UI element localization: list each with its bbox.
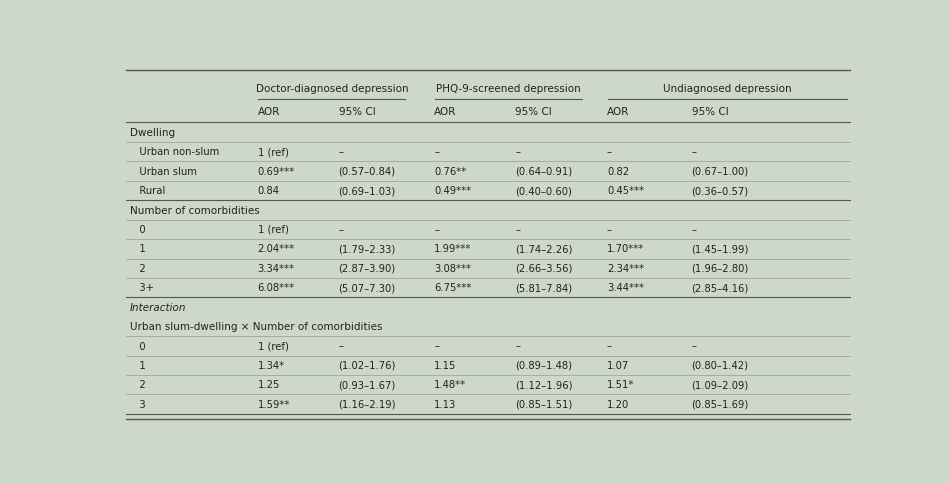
Text: (5.81–7.84): (5.81–7.84)	[515, 283, 572, 293]
Text: –: –	[515, 225, 520, 235]
Text: –: –	[692, 225, 697, 235]
Text: 6.75***: 6.75***	[434, 283, 472, 293]
Text: (2.66–3.56): (2.66–3.56)	[515, 263, 572, 273]
Text: (0.93–1.67): (0.93–1.67)	[339, 379, 396, 390]
Text: (0.69–1.03): (0.69–1.03)	[339, 186, 396, 196]
Text: (2.87–3.90): (2.87–3.90)	[339, 263, 396, 273]
Text: Urban slum-dwelling × Number of comorbidities: Urban slum-dwelling × Number of comorbid…	[130, 321, 382, 332]
Text: (1.96–2.80): (1.96–2.80)	[692, 263, 749, 273]
Text: –: –	[607, 341, 612, 351]
Text: (0.85–1.69): (0.85–1.69)	[692, 399, 749, 409]
Text: (0.40–0.60): (0.40–0.60)	[515, 186, 572, 196]
Text: Undiagnosed depression: Undiagnosed depression	[663, 84, 791, 94]
Text: –: –	[339, 225, 344, 235]
Text: AOR: AOR	[257, 107, 280, 117]
Text: (1.09–2.09): (1.09–2.09)	[692, 379, 749, 390]
Text: (0.80–1.42): (0.80–1.42)	[692, 360, 749, 370]
Text: 0.49***: 0.49***	[434, 186, 472, 196]
Text: 1: 1	[130, 360, 145, 370]
Text: (0.36–0.57): (0.36–0.57)	[692, 186, 749, 196]
Text: –: –	[607, 147, 612, 157]
Text: (0.67–1.00): (0.67–1.00)	[692, 166, 749, 176]
Text: 1.07: 1.07	[607, 360, 629, 370]
Text: 3+: 3+	[130, 283, 154, 293]
Text: 1.59**: 1.59**	[257, 399, 290, 409]
Text: 95% CI: 95% CI	[515, 107, 551, 117]
Text: (1.02–1.76): (1.02–1.76)	[339, 360, 396, 370]
Text: 3: 3	[130, 399, 145, 409]
Text: –: –	[434, 147, 439, 157]
Text: 1.15: 1.15	[434, 360, 456, 370]
Text: 0: 0	[130, 225, 145, 235]
Text: (2.85–4.16): (2.85–4.16)	[692, 283, 749, 293]
Text: 3.08***: 3.08***	[434, 263, 471, 273]
Text: Dwelling: Dwelling	[130, 128, 175, 137]
Text: (1.16–2.19): (1.16–2.19)	[339, 399, 396, 409]
Text: 0.45***: 0.45***	[607, 186, 644, 196]
Text: –: –	[434, 225, 439, 235]
Text: 2: 2	[130, 263, 145, 273]
Text: –: –	[515, 341, 520, 351]
Text: 1.34*: 1.34*	[257, 360, 285, 370]
Text: 1.51*: 1.51*	[607, 379, 634, 390]
Text: –: –	[339, 147, 344, 157]
Text: 2: 2	[130, 379, 145, 390]
Text: 0.82: 0.82	[607, 166, 629, 176]
Text: AOR: AOR	[434, 107, 456, 117]
Text: (0.89–1.48): (0.89–1.48)	[515, 360, 572, 370]
Text: (0.64–0.91): (0.64–0.91)	[515, 166, 572, 176]
Text: 0.69***: 0.69***	[257, 166, 295, 176]
Text: 6.08***: 6.08***	[257, 283, 295, 293]
Text: Interaction: Interaction	[130, 302, 186, 312]
Text: 0: 0	[130, 341, 145, 351]
Text: 0.84: 0.84	[257, 186, 280, 196]
Text: 1.25: 1.25	[257, 379, 280, 390]
Text: (0.57–0.84): (0.57–0.84)	[339, 166, 396, 176]
Text: Urban non-slum: Urban non-slum	[130, 147, 219, 157]
Text: 1.70***: 1.70***	[607, 244, 644, 254]
Text: –: –	[692, 341, 697, 351]
Text: AOR: AOR	[607, 107, 629, 117]
Text: 1.20: 1.20	[607, 399, 629, 409]
Text: 2.34***: 2.34***	[607, 263, 644, 273]
Text: –: –	[434, 341, 439, 351]
Text: (1.45–1.99): (1.45–1.99)	[692, 244, 749, 254]
Text: 1 (ref): 1 (ref)	[257, 225, 288, 235]
Text: 3.34***: 3.34***	[257, 263, 294, 273]
Text: 95% CI: 95% CI	[692, 107, 728, 117]
Text: 95% CI: 95% CI	[339, 107, 375, 117]
Text: 1.99***: 1.99***	[434, 244, 472, 254]
Text: (0.85–1.51): (0.85–1.51)	[515, 399, 572, 409]
Text: –: –	[515, 147, 520, 157]
Text: Urban slum: Urban slum	[130, 166, 196, 176]
Text: PHQ-9-screened depression: PHQ-9-screened depression	[436, 84, 581, 94]
Text: 1.48**: 1.48**	[434, 379, 466, 390]
Text: (1.79–2.33): (1.79–2.33)	[339, 244, 396, 254]
Text: –: –	[339, 341, 344, 351]
Text: Rural: Rural	[130, 186, 165, 196]
Text: 1.13: 1.13	[434, 399, 456, 409]
Text: 1: 1	[130, 244, 145, 254]
Text: –: –	[692, 147, 697, 157]
Text: 3.44***: 3.44***	[607, 283, 644, 293]
Text: 1 (ref): 1 (ref)	[257, 341, 288, 351]
Text: 1 (ref): 1 (ref)	[257, 147, 288, 157]
Text: Doctor-diagnosed depression: Doctor-diagnosed depression	[255, 84, 408, 94]
Text: –: –	[607, 225, 612, 235]
Text: (5.07–7.30): (5.07–7.30)	[339, 283, 396, 293]
Text: (1.12–1.96): (1.12–1.96)	[515, 379, 572, 390]
Text: Number of comorbidities: Number of comorbidities	[130, 205, 259, 215]
Text: 2.04***: 2.04***	[257, 244, 295, 254]
Text: 0.76**: 0.76**	[434, 166, 466, 176]
Text: (1.74–2.26): (1.74–2.26)	[515, 244, 572, 254]
